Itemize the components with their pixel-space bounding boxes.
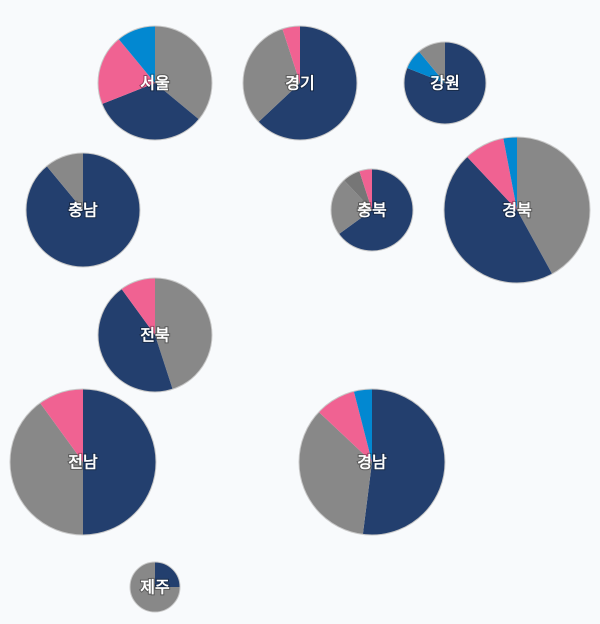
pie-slice [359, 169, 372, 210]
pie-slice [353, 389, 372, 462]
pie-slice [97, 288, 173, 393]
region-label: 경기 [285, 74, 314, 93]
pie-2: 강원 [403, 41, 487, 125]
pie-slice [362, 389, 446, 535]
pie-slice [517, 137, 591, 274]
pie-outline [298, 388, 446, 536]
pie-slice [26, 153, 141, 267]
pie-slice [118, 26, 155, 83]
pie-6: 전북 [97, 277, 213, 393]
pie-outline [242, 25, 358, 141]
pie-outline [129, 561, 181, 613]
pie-slice [83, 389, 156, 535]
pie-slice [121, 278, 155, 335]
pie-slice [282, 26, 300, 83]
pie-slice [406, 51, 445, 83]
pie-slice [418, 42, 445, 83]
pie-slice [9, 402, 83, 535]
region-label: 전북 [140, 326, 170, 345]
pie-slice [155, 278, 213, 390]
pie-slice [243, 28, 300, 123]
pie-5: 경북 [443, 136, 591, 284]
pie-slice [46, 153, 83, 210]
pie-1: 경기 [242, 25, 358, 141]
pie-slice [155, 26, 212, 120]
pie-outline [9, 388, 157, 536]
pie-slice [338, 169, 413, 252]
region-label: 경남 [357, 453, 387, 472]
pie-slice [444, 156, 553, 284]
pie-outline [403, 41, 487, 125]
region-label: 강원 [430, 74, 459, 93]
region-label: 충남 [68, 201, 98, 220]
region-label: 경북 [502, 201, 532, 220]
region-label: 제주 [140, 578, 170, 597]
pie-slice [155, 562, 180, 587]
pie-outline [25, 152, 141, 268]
pie-slice [403, 42, 486, 124]
pie-outline [443, 136, 591, 284]
pie-slice [503, 137, 517, 210]
region-label: 충북 [357, 201, 387, 220]
pie-8: 경남 [298, 388, 446, 536]
pie-slice [318, 391, 372, 462]
pie-7: 전남 [9, 388, 157, 536]
region-label: 서울 [140, 74, 170, 93]
pie-slice [343, 171, 372, 210]
pie-slice [467, 138, 517, 210]
pie-0: 서울 [97, 25, 213, 141]
region-label: 전남 [68, 453, 98, 472]
pie-3: 충남 [25, 152, 141, 268]
pie-slice [40, 389, 83, 462]
pie-slice [130, 562, 180, 612]
pie-slice [299, 412, 372, 535]
pie-9: 제주 [129, 561, 181, 613]
pie-slice [330, 180, 372, 235]
pie-outline [330, 168, 414, 252]
pie-slice [258, 26, 357, 140]
pie-slice [102, 83, 199, 141]
pie-outline [97, 277, 213, 393]
pie-outline [97, 25, 213, 141]
pie-4: 충북 [330, 168, 414, 252]
pie-slice [98, 39, 155, 104]
